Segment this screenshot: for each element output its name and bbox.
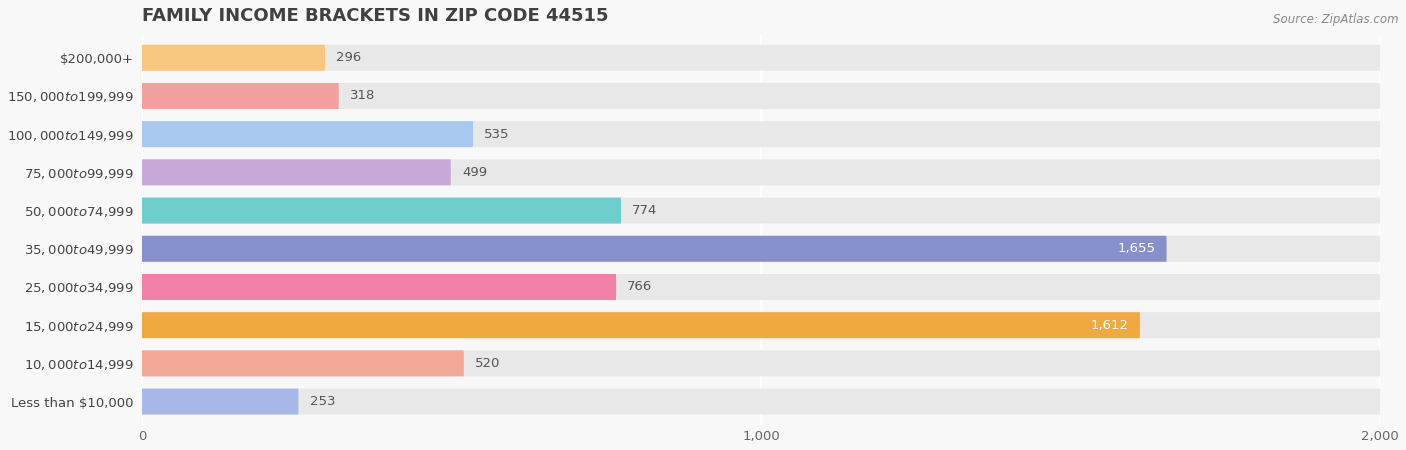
FancyBboxPatch shape (142, 198, 621, 224)
Text: 766: 766 (627, 280, 652, 293)
FancyBboxPatch shape (142, 389, 1381, 414)
FancyBboxPatch shape (142, 45, 1381, 71)
FancyBboxPatch shape (142, 83, 1381, 109)
Text: 774: 774 (633, 204, 658, 217)
FancyBboxPatch shape (142, 351, 1381, 376)
Text: 1,655: 1,655 (1118, 242, 1156, 255)
FancyBboxPatch shape (142, 312, 1140, 338)
FancyBboxPatch shape (142, 45, 325, 71)
Text: 296: 296 (336, 51, 361, 64)
Text: 499: 499 (463, 166, 486, 179)
FancyBboxPatch shape (142, 159, 451, 185)
FancyBboxPatch shape (142, 312, 1381, 338)
FancyBboxPatch shape (142, 274, 616, 300)
Text: 535: 535 (484, 128, 510, 141)
Text: FAMILY INCOME BRACKETS IN ZIP CODE 44515: FAMILY INCOME BRACKETS IN ZIP CODE 44515 (142, 7, 609, 25)
FancyBboxPatch shape (142, 121, 472, 147)
FancyBboxPatch shape (142, 159, 1381, 185)
Text: 520: 520 (475, 357, 501, 370)
FancyBboxPatch shape (142, 274, 1381, 300)
Text: 318: 318 (350, 90, 375, 103)
FancyBboxPatch shape (142, 351, 464, 376)
FancyBboxPatch shape (142, 389, 298, 414)
FancyBboxPatch shape (142, 236, 1381, 262)
FancyBboxPatch shape (142, 121, 1381, 147)
Text: Source: ZipAtlas.com: Source: ZipAtlas.com (1274, 14, 1399, 27)
FancyBboxPatch shape (142, 198, 1381, 224)
FancyBboxPatch shape (142, 236, 1167, 262)
FancyBboxPatch shape (142, 83, 339, 109)
Text: 253: 253 (309, 395, 335, 408)
Text: 1,612: 1,612 (1091, 319, 1129, 332)
